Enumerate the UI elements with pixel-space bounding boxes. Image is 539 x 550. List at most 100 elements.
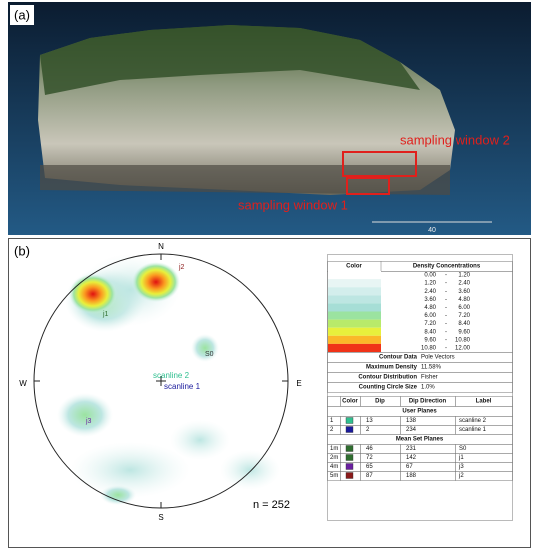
color-swatch xyxy=(328,287,381,296)
plane-swatch xyxy=(345,472,354,479)
legend-text: Color xyxy=(342,399,358,405)
plane-swatch xyxy=(345,463,354,470)
legend-text: 0.00 xyxy=(424,273,436,279)
legend-text: - xyxy=(445,297,447,303)
annotation: sampling window 2 xyxy=(400,132,510,147)
density-contour xyxy=(191,334,219,362)
legend-text: 12.00 xyxy=(455,346,471,352)
legend-text: 2.40 xyxy=(424,289,436,295)
stereonet xyxy=(33,253,289,509)
legend-text: - xyxy=(445,273,447,279)
legend-text: - xyxy=(445,346,447,352)
legend-text: Fisher xyxy=(421,375,438,381)
legend-text: 65 xyxy=(366,464,373,470)
legend-text: j3 xyxy=(458,464,464,470)
legend-text: Dip Direction xyxy=(409,399,447,405)
cell xyxy=(327,396,341,407)
legend-text: - xyxy=(445,329,447,335)
density-contour xyxy=(57,393,113,437)
plane-swatch xyxy=(345,426,354,433)
legend-text: 9.60 xyxy=(424,337,436,343)
legend-text: 72 xyxy=(366,455,373,461)
density-contour xyxy=(100,485,136,505)
density-contour xyxy=(132,262,180,302)
legend-text: 1.20 xyxy=(424,281,436,287)
color-swatch xyxy=(328,279,381,288)
legend-text: 188 xyxy=(406,473,417,479)
pole-label: scanline 1 xyxy=(164,382,201,391)
legend-text: - xyxy=(445,305,447,311)
count-label: n = 252 xyxy=(253,499,290,511)
legend-text: S0 xyxy=(459,446,467,452)
color-swatch xyxy=(328,303,381,312)
legend-text: Counting Circle Size xyxy=(359,385,418,391)
legend: Color Density Concentrations 0.00 - 1.20 1.20… xyxy=(327,254,513,521)
legend-text: 2.40 xyxy=(458,281,470,287)
legend-text: 7.20 xyxy=(424,321,436,327)
legend-text: 142 xyxy=(406,455,417,461)
legend-text: 4.80 xyxy=(458,297,470,303)
legend-text: 67 xyxy=(406,464,413,470)
legend-text: 46 xyxy=(366,446,373,452)
legend-text: 10.80 xyxy=(421,346,437,352)
legend-text: - xyxy=(445,313,447,319)
legend-text: Mean Set Planes xyxy=(396,437,444,443)
density-contour xyxy=(220,450,280,490)
legend-text: 1 xyxy=(330,418,334,424)
legend-text: j2 xyxy=(458,473,464,479)
density-contour xyxy=(70,442,190,498)
legend-text: 1.20 xyxy=(458,273,470,279)
legend-text: 13 xyxy=(366,418,373,424)
legend-text: 3.60 xyxy=(458,289,470,295)
density-contour xyxy=(170,420,230,460)
legend-text: j1 xyxy=(458,455,464,461)
legend-text: scanline 1 xyxy=(459,427,487,433)
legend-text: Pole Vectors xyxy=(421,355,455,361)
color-swatch xyxy=(328,295,381,304)
cell xyxy=(455,462,513,472)
sampling-window xyxy=(346,177,390,195)
legend-text: 231 xyxy=(406,446,417,452)
legend-text: - xyxy=(445,337,447,343)
legend-text: 2m xyxy=(330,455,338,461)
legend-text: Dip xyxy=(375,399,385,405)
pole-label: j3 xyxy=(85,418,92,425)
pole-label: S0 xyxy=(205,351,214,358)
panel-label-box xyxy=(10,5,34,25)
legend-text: 234 xyxy=(406,427,417,433)
legend-text: Maximum Density xyxy=(366,365,418,371)
legend-text: 10.80 xyxy=(455,337,471,343)
legend-text: 6.00 xyxy=(458,305,470,311)
legend-text: 2 xyxy=(366,427,370,433)
panel-label: (b) xyxy=(14,243,30,258)
legend-text: - xyxy=(445,321,447,327)
legend-text: Color xyxy=(346,264,362,270)
legend-text: 1m xyxy=(330,446,338,452)
legend-text: Density Concentrations xyxy=(413,264,481,270)
legend-text: - xyxy=(445,289,447,295)
plane-swatch xyxy=(345,454,354,461)
legend-text: 4.80 xyxy=(424,305,436,311)
legend-text: 138 xyxy=(406,418,417,424)
color-swatch xyxy=(328,271,381,280)
color-swatch xyxy=(328,335,381,344)
legend-text: Label xyxy=(476,399,492,405)
cell xyxy=(455,453,513,463)
plane-swatch xyxy=(345,417,354,424)
annotation: sampling window 1 xyxy=(238,197,348,212)
cell xyxy=(327,254,513,521)
legend-text: 8.40 xyxy=(458,321,470,327)
cell xyxy=(327,352,513,363)
pole-label: j2 xyxy=(178,264,185,271)
legend-text: 1.0% xyxy=(421,385,435,391)
legend-text: 5m xyxy=(330,473,338,479)
pole-label: scanline 2 xyxy=(153,371,190,380)
pole-label: j1 xyxy=(102,311,109,318)
legend-text: User Planes xyxy=(402,409,437,415)
density-contour xyxy=(69,274,117,314)
cell xyxy=(327,382,513,393)
legend-text: 7.20 xyxy=(458,313,470,319)
direction-label: E xyxy=(296,379,301,388)
cell xyxy=(327,362,513,373)
